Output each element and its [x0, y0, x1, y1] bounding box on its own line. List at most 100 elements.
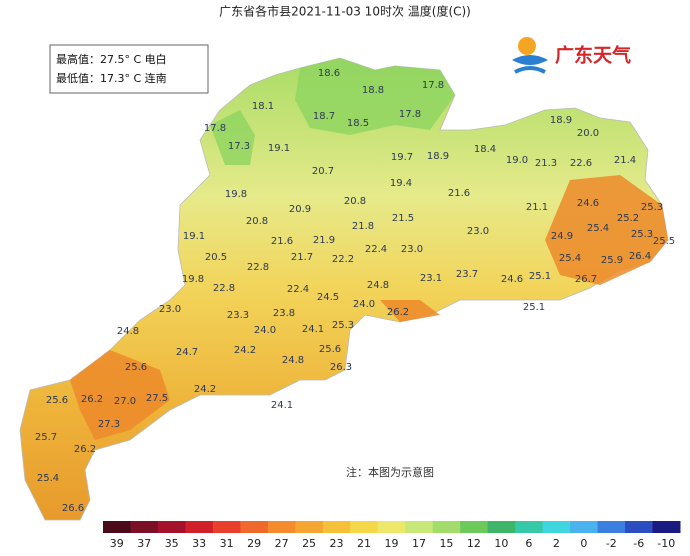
station-value: 22.4: [287, 284, 309, 295]
logo: 广东天气: [512, 37, 631, 74]
station-value: 24.6: [501, 274, 523, 285]
station-value: 19.1: [268, 143, 290, 154]
station-value: 27.5: [146, 393, 168, 404]
station-value: 22.2: [332, 254, 354, 265]
colorbar-swatch: [542, 521, 571, 533]
station-value: 19.0: [506, 155, 528, 166]
title: 广东省各市县2021-11-03 10时次 温度(度(C)): [219, 4, 471, 19]
colorbar-label: 2: [553, 537, 560, 550]
colorbar-swatch: [570, 521, 599, 533]
colorbar-label: 17: [412, 537, 426, 550]
colorbar-label: 31: [220, 537, 234, 550]
station-value: 26.6: [62, 503, 84, 514]
colorbar-label: 21: [357, 537, 371, 550]
station-value: 24.5: [317, 292, 339, 303]
station-value: 20.8: [246, 216, 268, 227]
colorbar-swatch: [597, 521, 626, 533]
colorbar-label: 15: [439, 537, 453, 550]
station-value: 25.3: [332, 320, 354, 331]
station-value: 25.3: [641, 202, 663, 213]
logo-text: 广东天气: [555, 44, 631, 67]
station-value: 23.0: [467, 226, 489, 237]
colorbar-label: 10: [494, 537, 508, 550]
station-value: 24.8: [117, 326, 139, 337]
station-value: 24.2: [234, 345, 256, 356]
station-value: 21.4: [614, 155, 636, 166]
station-value: 20.0: [577, 128, 599, 139]
station-value: 18.9: [427, 151, 449, 162]
station-value: 17.3: [228, 141, 250, 152]
station-value: 25.3: [631, 229, 653, 240]
colorbar-label: 19: [385, 537, 399, 550]
station-value: 21.9: [313, 235, 335, 246]
colorbar-swatch: [652, 521, 681, 533]
station-value: 22.8: [247, 262, 269, 273]
station-value: 19.8: [225, 189, 247, 200]
colorbar-swatch: [515, 521, 544, 533]
station-value: 24.7: [176, 347, 198, 358]
station-value: 27.0: [114, 396, 136, 407]
station-value: 23.1: [420, 273, 442, 284]
station-value: 24.6: [577, 198, 599, 209]
colorbar-label: 23: [330, 537, 344, 550]
colorbar-label: 37: [137, 537, 151, 550]
min-text: 最低值：17.3° C 连南: [56, 72, 167, 85]
colorbar-label: 33: [192, 537, 206, 550]
colorbar-swatch: [432, 521, 461, 533]
colorbar-swatch: [350, 521, 379, 533]
colorbar-label: 39: [110, 537, 124, 550]
station-value: 20.9: [289, 204, 311, 215]
colorbar-label: 29: [247, 537, 261, 550]
station-value: 25.4: [587, 223, 609, 234]
station-value: 25.7: [35, 432, 57, 443]
colorbar-swatch: [377, 521, 406, 533]
station-value: 17.8: [204, 123, 226, 134]
colorbar-label: 25: [302, 537, 316, 550]
station-value: 25.5: [653, 236, 675, 247]
station-value: 24.2: [194, 384, 216, 395]
colorbar-swatch: [405, 521, 434, 533]
station-value: 25.1: [529, 271, 551, 282]
max-text: 最高值：27.5° C 电白: [56, 52, 167, 66]
station-value: 24.0: [254, 325, 276, 336]
station-value: 26.2: [74, 444, 96, 455]
station-value: 21.7: [291, 252, 313, 263]
station-value: 24.8: [367, 280, 389, 291]
station-value: 17.8: [422, 80, 444, 91]
station-value: 21.5: [392, 213, 414, 224]
colorbar-swatch: [487, 521, 516, 533]
colorbar-label: 6: [525, 537, 532, 550]
station-value: 23.7: [456, 269, 478, 280]
station-value: 24.8: [282, 355, 304, 366]
station-value: 21.6: [448, 188, 470, 199]
station-value: 25.1: [523, 302, 545, 313]
station-value: 19.7: [391, 152, 413, 163]
colorbar-label: -2: [606, 537, 617, 550]
station-value: 23.0: [159, 304, 181, 315]
station-value: 27.3: [98, 419, 120, 430]
station-value: 25.6: [125, 362, 147, 373]
station-value: 21.8: [352, 221, 374, 232]
station-value: 24.0: [353, 299, 375, 310]
colorbar-swatch: [212, 521, 241, 533]
station-value: 18.4: [474, 144, 496, 155]
colorbar-swatch: [295, 521, 324, 533]
station-value: 22.6: [570, 158, 592, 169]
station-value: 26.7: [575, 274, 597, 285]
colorbar-label: 12: [467, 537, 481, 550]
colorbar-label: 0: [580, 537, 587, 550]
station-value: 20.5: [205, 252, 227, 263]
station-value: 22.4: [365, 244, 387, 255]
station-value: 18.6: [318, 68, 340, 79]
station-value: 18.9: [550, 115, 572, 126]
colorbar-swatch: [460, 521, 489, 533]
station-value: 26.4: [629, 251, 651, 262]
hot-region: [70, 175, 668, 440]
colorbar-swatch: [267, 521, 296, 533]
station-value: 22.8: [213, 283, 235, 294]
station-value: 18.8: [362, 85, 384, 96]
note: 注：本图为示意图: [346, 465, 434, 479]
colorbar-label: 27: [275, 537, 289, 550]
station-value: 25.4: [559, 253, 581, 264]
